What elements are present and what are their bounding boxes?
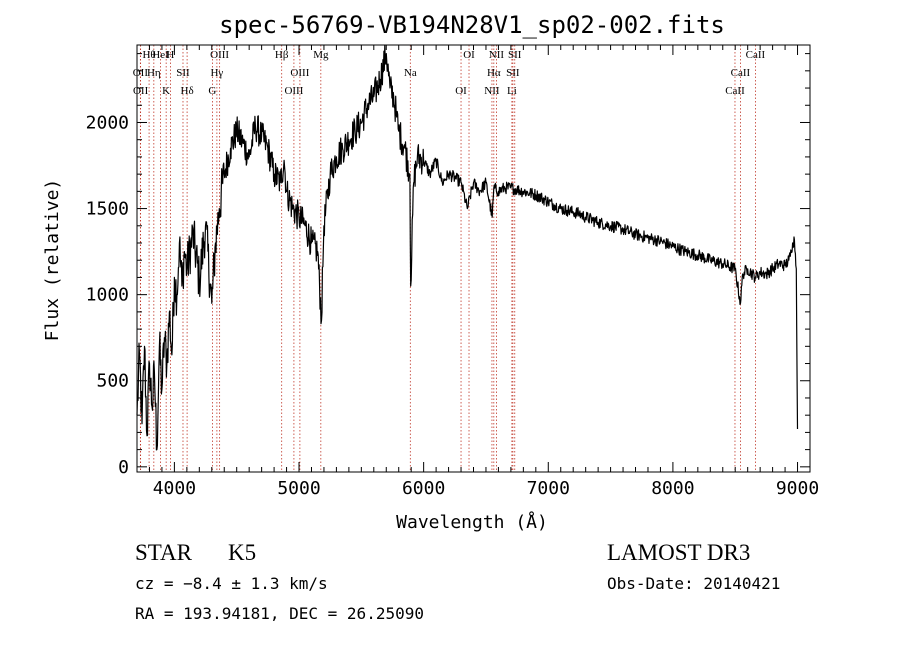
chart-title: spec-56769-VB194N28V1_sp02-002.fits (219, 11, 725, 39)
line-label-hδ-4102: Hδ (181, 85, 194, 97)
y-tick-label-2000: 2000 (86, 112, 129, 133)
survey-label: LAMOST DR3 (607, 540, 751, 565)
object-class: STAR K5 (135, 540, 256, 566)
x-tick-label-5000: 5000 (277, 478, 320, 499)
line-label-caii-8498: CaII (725, 85, 745, 97)
x-axis-ticks: 4000 5000 6000 7000 8000 9000 (136, 45, 819, 499)
line-label-caii-8662: CaII (746, 49, 766, 61)
line-label-oiii-5007: OIII (290, 67, 309, 79)
line-label-na-5893: Na (404, 67, 417, 79)
y-tick-label-0: 0 (118, 457, 129, 478)
line-label-sii-6716: SII (506, 67, 520, 79)
line-label-hη-3835: Hη (147, 67, 161, 79)
spectral-line-markers (139, 45, 756, 472)
line-label-hei-3889: HeI (152, 49, 169, 61)
redshift-readout: cz = −8.4 ± 1.3 km/s (135, 574, 328, 593)
line-label-hβ-4861: Hβ (275, 49, 289, 61)
line-label-caii-8542: CaII (731, 67, 751, 79)
y-tick-label-500: 500 (96, 371, 129, 392)
line-label-oiii-4959: OIII (284, 85, 303, 97)
x-tick-label-7000: 7000 (527, 478, 570, 499)
line-label-li-6708: Li (507, 85, 517, 97)
line-label-h-3968: H (166, 49, 174, 61)
x-tick-label-6000: 6000 (402, 478, 445, 499)
line-label-sii-4069: SII (176, 67, 190, 79)
line-label-oii-3729: OII (133, 85, 149, 97)
x-tick-label-8000: 8000 (651, 478, 694, 499)
line-label-sii-6731: SII (508, 49, 522, 61)
line-label-oi-6300: OI (455, 85, 467, 97)
line-label-oiii-4363: OIII (210, 49, 229, 61)
line-label-hγ-4341: Hγ (210, 67, 223, 79)
line-label-nii-6548: NII (484, 85, 500, 97)
line-label-nii-6584: NII (489, 49, 505, 61)
spectrum-series-line (136, 44, 799, 451)
x-axis-label: Wavelength (Å) (396, 511, 548, 533)
line-label-hα-6563: Hα (487, 67, 501, 79)
y-tick-label-1000: 1000 (86, 285, 129, 306)
coordinates-readout: RA = 193.94181, DEC = 26.25090 (135, 604, 424, 623)
subclass-label: K5 (227, 540, 257, 565)
line-label-g-4305: G (208, 85, 216, 97)
y-axis-ticks: 0 500 1000 1500 2000 (86, 53, 810, 478)
line-label-oi-6364: OI (463, 49, 475, 61)
line-label-k-3934: K (162, 85, 170, 97)
line-label-mg-5175: Mg (313, 49, 329, 61)
x-tick-label-9000: 9000 (776, 478, 819, 499)
x-tick-label-4000: 4000 (153, 478, 196, 499)
class-label: STAR (135, 540, 192, 565)
line-label-hθ-3797: Hθ (142, 49, 155, 61)
y-axis-label: Flux (relative) (42, 179, 63, 342)
spectral-line-labels: HθOIIOIIHeIHηKHSIIHδOIIIHγGHβOIIIOIIIMgN… (133, 49, 766, 97)
y-tick-label-1500: 1500 (86, 199, 129, 220)
obs-date: Obs-Date: 20140421 (607, 574, 781, 593)
